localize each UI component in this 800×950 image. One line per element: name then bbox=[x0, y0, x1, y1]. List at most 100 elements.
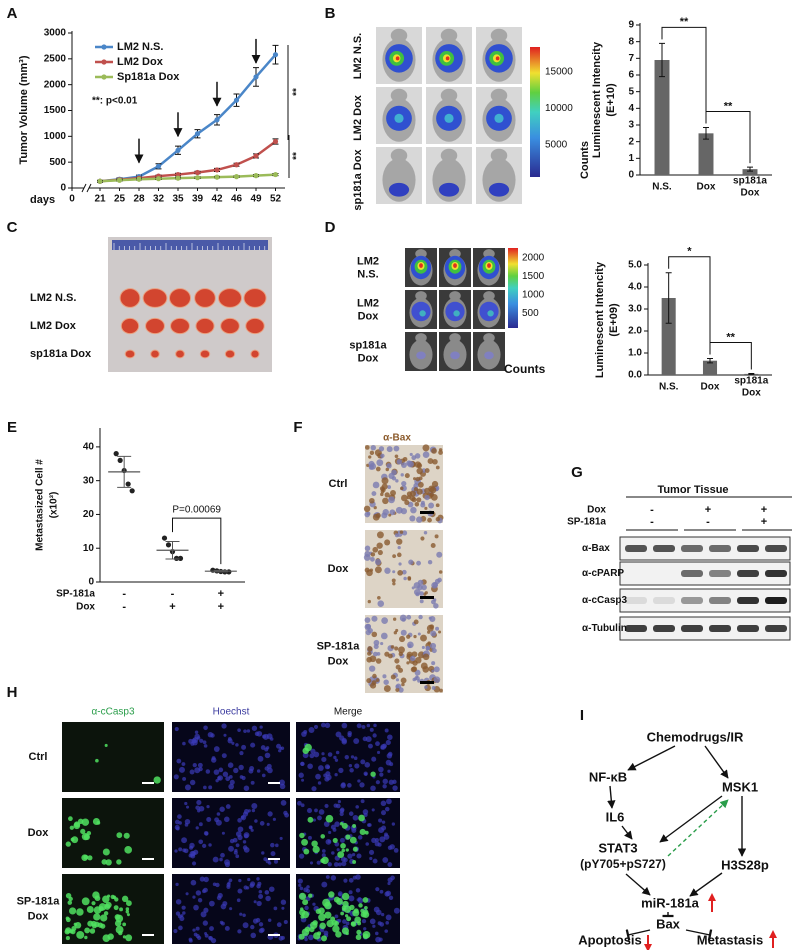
positive-cell bbox=[126, 913, 130, 917]
annotation: ** bbox=[724, 100, 733, 112]
nucleus bbox=[320, 722, 326, 728]
diagram-node: H3S28p bbox=[721, 857, 769, 872]
condition-mark: + bbox=[218, 601, 224, 613]
mouse bbox=[415, 291, 427, 301]
data-point bbox=[129, 488, 135, 494]
y-tick-label: 40 bbox=[83, 442, 95, 453]
y-tick-label: 9 bbox=[628, 20, 634, 31]
positive-cell bbox=[325, 814, 334, 823]
cell bbox=[409, 495, 416, 502]
positive-cell bbox=[335, 931, 342, 938]
cell bbox=[363, 505, 371, 513]
nucleus bbox=[321, 756, 327, 763]
nucleus bbox=[206, 817, 212, 823]
band bbox=[653, 545, 675, 552]
nucleus bbox=[354, 763, 360, 769]
diagram-arrow bbox=[625, 873, 651, 896]
diagram-node: (pY705+pS727) bbox=[580, 857, 666, 871]
nucleus bbox=[240, 814, 247, 821]
band bbox=[625, 545, 647, 552]
signal bbox=[453, 263, 457, 268]
positive-cell bbox=[344, 914, 349, 918]
cell bbox=[367, 651, 372, 656]
signal bbox=[419, 263, 423, 268]
cell bbox=[369, 497, 375, 504]
condition-label: Dox bbox=[76, 602, 95, 613]
cell bbox=[401, 682, 405, 687]
positive-cell bbox=[317, 931, 322, 936]
nucleus bbox=[335, 731, 342, 738]
positive-cell bbox=[320, 834, 326, 839]
cell bbox=[377, 549, 383, 556]
cell bbox=[384, 492, 390, 498]
nucleus bbox=[325, 771, 331, 777]
nucleus bbox=[216, 812, 221, 816]
colorbar-label: Counts bbox=[579, 141, 591, 179]
cell bbox=[381, 477, 389, 485]
nucleus bbox=[389, 844, 395, 850]
nucleus bbox=[318, 765, 324, 771]
nucleus bbox=[333, 862, 339, 867]
nucleus bbox=[323, 821, 330, 827]
cell bbox=[368, 455, 372, 459]
nucleus bbox=[192, 762, 197, 768]
nucleus bbox=[239, 912, 243, 916]
positive-cell bbox=[318, 913, 326, 922]
nucleus bbox=[175, 826, 180, 831]
cell bbox=[427, 458, 434, 465]
y-axis-unit: (x10³) bbox=[49, 492, 60, 519]
nucleus bbox=[188, 937, 193, 942]
positive-cell bbox=[303, 848, 310, 855]
nucleus bbox=[267, 918, 272, 922]
y-tick-label: 3000 bbox=[44, 28, 67, 39]
cell bbox=[388, 513, 392, 517]
cell bbox=[392, 582, 396, 586]
nucleus bbox=[226, 884, 231, 889]
positive-cell bbox=[77, 818, 84, 825]
nucleus bbox=[348, 895, 355, 902]
nucleus bbox=[175, 899, 182, 905]
colorbar-tick-label: 15000 bbox=[545, 66, 573, 77]
error-bar bbox=[707, 358, 713, 364]
nucleus bbox=[374, 931, 379, 936]
legend-label: Sp181a Dox bbox=[117, 71, 180, 83]
cell bbox=[395, 684, 400, 689]
tumor bbox=[170, 317, 190, 335]
positive-cell bbox=[101, 859, 108, 865]
nucleus bbox=[225, 776, 231, 782]
positive-cell bbox=[340, 911, 344, 916]
y-tick-label: 5 bbox=[628, 86, 634, 97]
point-marker bbox=[214, 117, 220, 123]
nucleus bbox=[195, 926, 200, 931]
cell bbox=[406, 460, 412, 466]
row-label: Dox bbox=[28, 910, 50, 922]
nucleus bbox=[270, 851, 276, 857]
nucleus bbox=[195, 805, 200, 810]
condition-mark: + bbox=[169, 601, 175, 613]
cell bbox=[384, 539, 391, 546]
nucleus bbox=[203, 725, 208, 731]
bar bbox=[742, 169, 758, 175]
positive-cell bbox=[349, 836, 357, 844]
nucleus bbox=[250, 780, 255, 785]
x-tick-label: sp181a bbox=[733, 176, 767, 187]
cell bbox=[401, 462, 407, 469]
positive-cell bbox=[353, 908, 359, 914]
nucleus bbox=[317, 781, 322, 785]
cell bbox=[407, 577, 412, 581]
nucleus bbox=[192, 928, 196, 932]
positive-cell bbox=[362, 930, 371, 939]
nucleus bbox=[198, 822, 203, 827]
nucleus bbox=[386, 753, 393, 759]
significance-bracket bbox=[172, 517, 222, 565]
y-tick-label: 0.0 bbox=[628, 370, 642, 381]
band bbox=[709, 597, 731, 604]
band bbox=[737, 597, 759, 604]
mouse bbox=[449, 249, 461, 259]
y-tick-label: 10 bbox=[83, 543, 95, 554]
point-marker bbox=[233, 174, 240, 180]
nucleus bbox=[361, 724, 366, 729]
cell bbox=[413, 482, 419, 489]
nucleus bbox=[213, 769, 220, 775]
nucleus bbox=[181, 837, 188, 844]
